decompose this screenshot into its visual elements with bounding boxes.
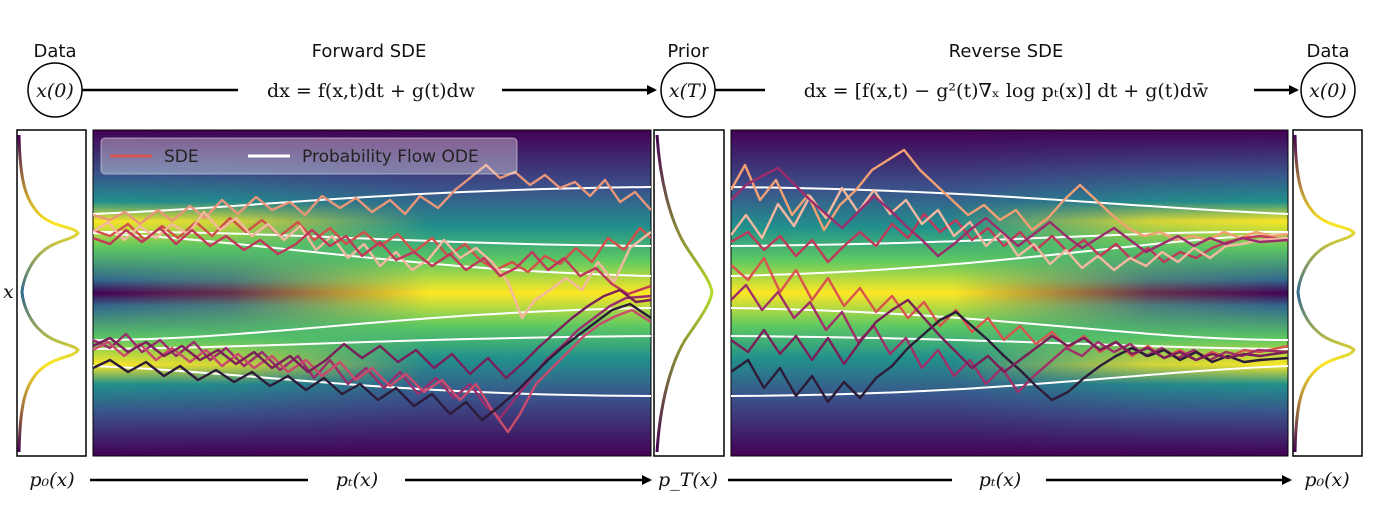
reverse-sde-paths xyxy=(731,148,1288,404)
p0-left-density-curve xyxy=(17,134,80,453)
reverse-panel-frame xyxy=(730,129,1289,457)
node-start-label: x(0) xyxy=(36,80,74,102)
node-middle-label: x(T) xyxy=(669,80,707,102)
p0-right-density-curve xyxy=(1293,134,1356,453)
header-data-left: Data xyxy=(34,41,77,62)
node-end-label: x(0) xyxy=(1309,80,1347,102)
reverse-equation: dx = [f(x,t) − g²(t)∇ₓ log pₜ(x)] dt + g… xyxy=(804,80,1209,102)
node-start: x(0) xyxy=(27,62,83,118)
forward-density-heatmap xyxy=(93,130,651,456)
panel-p0-left xyxy=(16,129,87,457)
legend-sde-label: SDE xyxy=(164,147,199,167)
bottom-label-pt-right: pₜ(x) xyxy=(979,469,1021,491)
forward-sde-paths xyxy=(93,163,651,434)
forward-equation: dx = f(x,t)dt + g(t)dw xyxy=(267,80,476,102)
header-reverse-sde: Reverse SDE xyxy=(949,41,1064,62)
node-middle: x(T) xyxy=(660,62,716,118)
bottom-label-p0-right: p₀(x) xyxy=(1304,469,1349,491)
prior-density-curve xyxy=(655,134,714,453)
bottom-label-pT: p_T(x) xyxy=(658,469,718,491)
bottom-label-pt-left: pₜ(x) xyxy=(336,469,378,491)
panel-p0-right xyxy=(1292,129,1363,457)
header-prior: Prior xyxy=(667,41,709,62)
reverse-density-heatmap xyxy=(731,130,1288,456)
bottom-label-p0-left: p₀(x) xyxy=(29,469,74,491)
panel-prior xyxy=(653,129,725,457)
header-forward-sde: Forward SDE xyxy=(312,41,427,62)
axis-label-x: x xyxy=(3,281,14,303)
legend: SDE Probability Flow ODE xyxy=(100,137,518,175)
legend-ode-label: Probability Flow ODE xyxy=(302,147,479,167)
forward-panel-frame xyxy=(92,129,652,457)
node-end: x(0) xyxy=(1300,62,1356,118)
header-data-right: Data xyxy=(1307,41,1350,62)
